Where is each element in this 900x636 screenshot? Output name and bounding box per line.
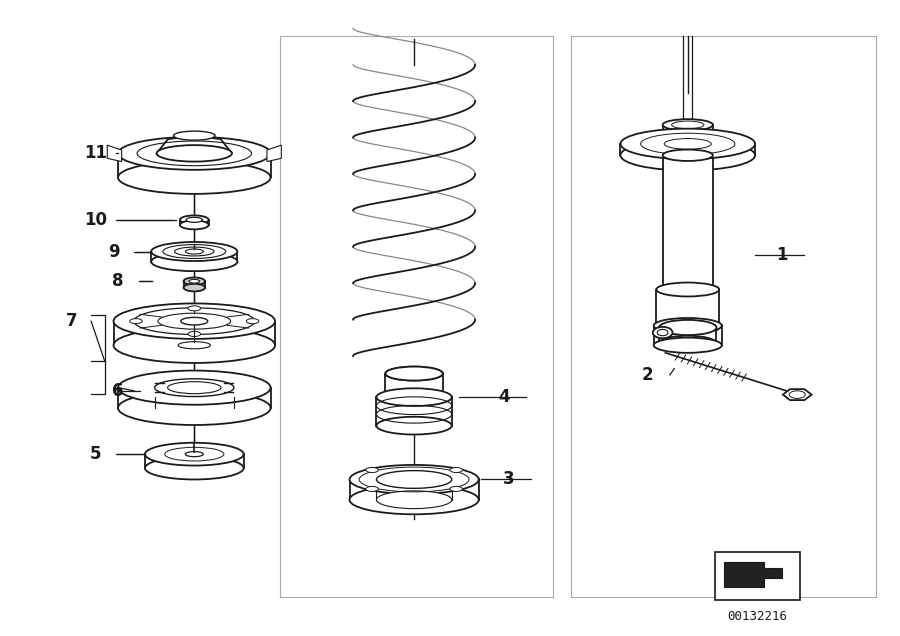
Ellipse shape	[180, 221, 209, 230]
Ellipse shape	[130, 319, 142, 324]
Bar	[715, 552, 800, 600]
Polygon shape	[157, 135, 232, 153]
Ellipse shape	[652, 327, 672, 338]
Text: 7: 7	[66, 312, 77, 330]
Ellipse shape	[167, 382, 221, 394]
Ellipse shape	[113, 303, 275, 339]
Polygon shape	[385, 373, 443, 397]
Text: 8: 8	[112, 272, 124, 290]
Ellipse shape	[118, 371, 271, 404]
Polygon shape	[662, 125, 713, 141]
Ellipse shape	[450, 487, 463, 492]
Ellipse shape	[376, 389, 452, 406]
Ellipse shape	[620, 140, 755, 170]
Ellipse shape	[620, 128, 755, 159]
Ellipse shape	[185, 452, 203, 457]
Ellipse shape	[184, 284, 205, 291]
Ellipse shape	[174, 131, 215, 140]
Ellipse shape	[151, 242, 238, 261]
Ellipse shape	[189, 279, 200, 283]
Text: 4: 4	[498, 388, 509, 406]
Text: 10: 10	[84, 211, 107, 229]
Ellipse shape	[180, 216, 209, 225]
Ellipse shape	[349, 465, 479, 494]
Ellipse shape	[247, 319, 259, 324]
Polygon shape	[620, 144, 755, 155]
Ellipse shape	[662, 284, 713, 295]
Polygon shape	[151, 251, 238, 261]
Ellipse shape	[145, 443, 244, 466]
Polygon shape	[118, 388, 271, 408]
Ellipse shape	[113, 328, 275, 363]
Polygon shape	[113, 321, 275, 345]
Ellipse shape	[145, 457, 244, 480]
Ellipse shape	[657, 329, 668, 336]
Ellipse shape	[184, 277, 205, 285]
Polygon shape	[107, 145, 122, 162]
Text: 5: 5	[90, 445, 102, 463]
Ellipse shape	[376, 471, 452, 488]
Ellipse shape	[178, 342, 211, 349]
Text: 1: 1	[776, 245, 788, 264]
Polygon shape	[783, 389, 812, 400]
Ellipse shape	[656, 282, 719, 296]
Ellipse shape	[385, 391, 443, 404]
Text: 00132216: 00132216	[727, 610, 788, 623]
Text: 2: 2	[642, 366, 653, 384]
Ellipse shape	[118, 161, 271, 194]
Polygon shape	[145, 454, 244, 468]
Ellipse shape	[662, 119, 713, 130]
Polygon shape	[724, 562, 782, 587]
Ellipse shape	[186, 218, 202, 223]
Text: 3: 3	[502, 471, 514, 488]
Ellipse shape	[376, 491, 452, 509]
Ellipse shape	[155, 379, 234, 396]
Polygon shape	[349, 480, 479, 500]
Polygon shape	[376, 397, 452, 425]
Ellipse shape	[185, 249, 203, 254]
Text: 9: 9	[108, 242, 120, 261]
Ellipse shape	[118, 391, 271, 425]
Ellipse shape	[656, 321, 719, 335]
Ellipse shape	[118, 137, 271, 170]
Polygon shape	[659, 328, 716, 343]
Ellipse shape	[662, 135, 713, 146]
Ellipse shape	[385, 366, 443, 380]
Ellipse shape	[659, 320, 716, 335]
Ellipse shape	[653, 338, 722, 353]
Text: 11: 11	[84, 144, 107, 162]
Ellipse shape	[349, 485, 479, 515]
Polygon shape	[653, 326, 722, 345]
Ellipse shape	[653, 318, 722, 333]
Polygon shape	[267, 145, 282, 162]
Polygon shape	[662, 155, 713, 289]
Ellipse shape	[659, 336, 716, 351]
Ellipse shape	[188, 306, 201, 311]
Ellipse shape	[181, 317, 208, 325]
Ellipse shape	[385, 366, 443, 380]
Polygon shape	[118, 153, 271, 177]
Polygon shape	[656, 289, 719, 328]
Ellipse shape	[376, 417, 452, 434]
Ellipse shape	[365, 467, 378, 473]
Ellipse shape	[662, 149, 713, 161]
Text: 6: 6	[112, 382, 124, 400]
Ellipse shape	[151, 252, 238, 271]
Ellipse shape	[365, 487, 378, 492]
Ellipse shape	[450, 467, 463, 473]
Ellipse shape	[157, 145, 232, 162]
Ellipse shape	[188, 331, 201, 336]
